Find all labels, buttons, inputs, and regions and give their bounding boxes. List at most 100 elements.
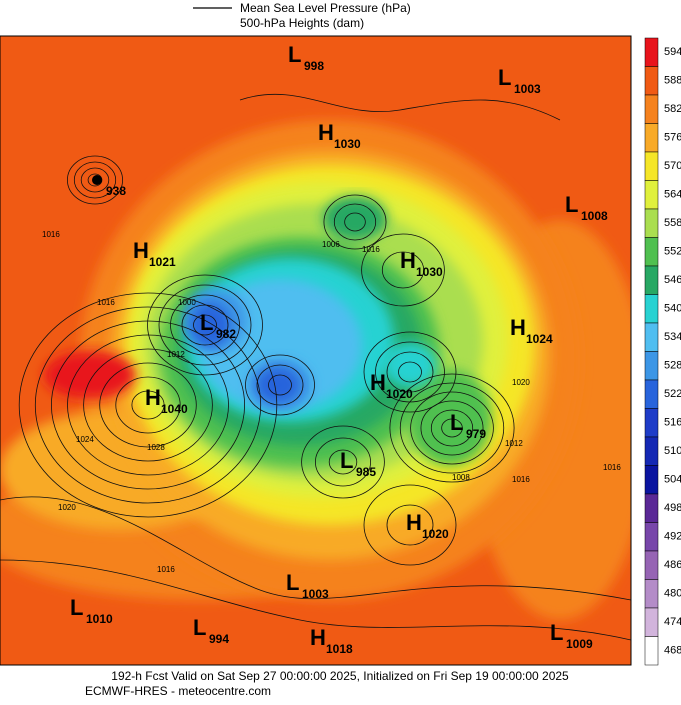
center-value: 1003 bbox=[302, 587, 329, 601]
height-region bbox=[256, 367, 300, 403]
contour-label: 1024 bbox=[76, 435, 94, 444]
colorbar-label: 492 bbox=[664, 531, 681, 543]
isobar bbox=[386, 351, 434, 393]
contour-label: 1016 bbox=[97, 298, 115, 307]
isobar bbox=[398, 361, 422, 383]
isobar bbox=[170, 294, 240, 356]
colorbar-label: 480 bbox=[664, 588, 681, 600]
colorbar-label: 564 bbox=[664, 189, 681, 201]
center-letter: L bbox=[193, 615, 206, 640]
isobar bbox=[67, 155, 124, 205]
colorbar-swatch bbox=[644, 66, 659, 96]
isobar bbox=[0, 496, 631, 601]
center-letter: H bbox=[406, 510, 422, 535]
colorbar-label: 546 bbox=[664, 274, 681, 286]
colorbar-swatch bbox=[644, 94, 659, 124]
colorbar-label: 504 bbox=[664, 474, 681, 486]
colorbar-label: 516 bbox=[664, 417, 681, 429]
center-letter: H bbox=[310, 625, 326, 650]
colorbar-label: 552 bbox=[664, 246, 681, 258]
center-value: 1024 bbox=[526, 332, 553, 346]
center-value: 1040 bbox=[161, 402, 188, 416]
isobar bbox=[410, 391, 494, 465]
center-value: 1003 bbox=[514, 82, 541, 96]
isobar bbox=[420, 400, 484, 456]
colorbar-swatch bbox=[644, 465, 659, 495]
colorbar-swatch bbox=[644, 379, 659, 409]
center-value: 979 bbox=[466, 427, 486, 441]
center-letter: L bbox=[550, 620, 563, 645]
center-letter: H bbox=[145, 385, 161, 410]
isobar bbox=[34, 306, 262, 504]
contour-label: 1028 bbox=[147, 443, 165, 452]
isobar bbox=[239, 93, 561, 121]
colorbar-label: 486 bbox=[664, 559, 681, 571]
contour-label: 1016 bbox=[603, 463, 621, 472]
contour-label: 1020 bbox=[512, 378, 530, 387]
colorbar-swatch bbox=[644, 265, 659, 295]
colorbar-label: 594 bbox=[664, 46, 681, 58]
isobar bbox=[115, 376, 181, 434]
center-letter: L bbox=[498, 65, 511, 90]
center-value: 982 bbox=[216, 327, 236, 341]
height-region bbox=[190, 303, 230, 347]
isobar bbox=[375, 341, 445, 403]
center-letter: H bbox=[318, 120, 334, 145]
isobar bbox=[99, 362, 197, 448]
isobar bbox=[381, 251, 425, 289]
contour-label: 1012 bbox=[167, 350, 185, 359]
center-value: 1030 bbox=[416, 265, 443, 279]
isobar bbox=[67, 334, 229, 476]
height-region bbox=[384, 343, 436, 387]
height-region bbox=[323, 196, 387, 240]
contour-label: 1016 bbox=[512, 475, 530, 484]
isobar bbox=[73, 161, 117, 199]
center-value: 1010 bbox=[86, 612, 113, 626]
colorbar-label: 498 bbox=[664, 502, 681, 514]
footer-line2: ECMWF-HRES - meteocentre.com bbox=[85, 684, 271, 698]
center-letter: L bbox=[200, 310, 213, 335]
center-value: 1030 bbox=[334, 137, 361, 151]
isobar bbox=[181, 304, 229, 346]
colorbar-swatch bbox=[644, 351, 659, 381]
isobar bbox=[399, 382, 505, 474]
isobar bbox=[333, 203, 377, 241]
isobar bbox=[361, 233, 445, 307]
center-value: 1018 bbox=[326, 642, 353, 656]
storm-symbol bbox=[92, 175, 102, 185]
isobar bbox=[363, 484, 457, 566]
colorbar-swatch bbox=[644, 522, 659, 552]
map-frame bbox=[0, 35, 632, 666]
colorbar-label: 588 bbox=[664, 75, 681, 87]
isobar bbox=[268, 374, 292, 396]
isobar bbox=[193, 314, 217, 336]
center-value: 994 bbox=[209, 632, 229, 646]
isobar bbox=[323, 194, 387, 250]
contour-label: 1000 bbox=[178, 298, 196, 307]
center-letter: L bbox=[565, 192, 578, 217]
contour-label: 1008 bbox=[452, 473, 470, 482]
center-letter: L bbox=[340, 448, 353, 473]
legend-fill-label: 500-hPa Heights (dam) bbox=[240, 16, 364, 30]
colorbar-label: 522 bbox=[664, 388, 681, 400]
height-region bbox=[44, 351, 136, 399]
colorbar-label: 528 bbox=[664, 360, 681, 372]
footer-line1: 192-h Fcst Valid on Sat Sep 27 00:00:00 … bbox=[111, 669, 569, 683]
colorbar-swatch bbox=[644, 493, 659, 523]
colorbar-label: 474 bbox=[664, 616, 681, 628]
colorbar-label: 540 bbox=[664, 303, 681, 315]
center-value: 1009 bbox=[566, 637, 593, 651]
colorbar-label: 510 bbox=[664, 445, 681, 457]
colorbar-label: 468 bbox=[664, 645, 681, 657]
isobar bbox=[363, 331, 457, 413]
colorbar-label: 558 bbox=[664, 217, 681, 229]
isobar bbox=[80, 167, 110, 193]
isobar bbox=[314, 437, 371, 487]
center-letter: H bbox=[400, 248, 416, 273]
colorbar-swatch bbox=[644, 408, 659, 438]
colorbar-swatch bbox=[644, 636, 659, 666]
isobar bbox=[245, 354, 315, 416]
height-region bbox=[408, 370, 492, 466]
center-value: 1008 bbox=[581, 209, 608, 223]
